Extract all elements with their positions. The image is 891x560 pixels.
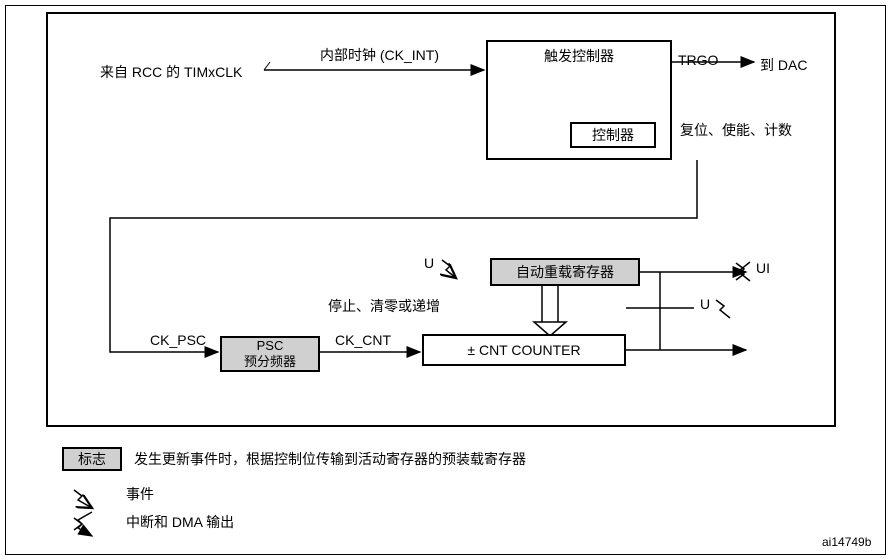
cnt-box: ± CNT COUNTER [422, 334, 626, 366]
legend-flag-box: 标志 [62, 447, 122, 471]
trgo-label: TRGO [678, 52, 718, 68]
clk-src-label: 来自 RCC 的 TIMxCLK [100, 62, 242, 82]
legend-line2: 事件 [126, 484, 154, 504]
psc-label: PSC 预分频器 [244, 338, 296, 369]
psc-box: PSC 预分频器 [220, 336, 320, 372]
u1-label: U [424, 255, 434, 271]
trigger-controller-label: 触发控制器 [544, 48, 614, 65]
cnt-label: ± CNT COUNTER [467, 342, 580, 359]
reset-enable-label: 复位、使能、计数 [680, 120, 792, 140]
controller-label: 控制器 [592, 127, 634, 144]
ck-psc-label: CK_PSC [150, 332, 206, 348]
auto-reload-label: 自动重载寄存器 [516, 264, 614, 281]
auto-reload-box: 自动重载寄存器 [490, 258, 640, 286]
legend-line3: 中断和 DMA 输出 [126, 512, 234, 532]
ck-cnt-label: CK_CNT [335, 332, 391, 348]
diagram-canvas: 触发控制器 控制器 自动重载寄存器 PSC 预分频器 ± CNT COUNTER… [0, 0, 891, 560]
legend-flag-label: 标志 [78, 451, 106, 468]
ck-int-label: 内部时钟 (CK_INT) [320, 45, 439, 65]
controller-box: 控制器 [570, 122, 656, 148]
stop-clear-label: 停止、清零或递增 [328, 296, 440, 316]
ui-label: UI [756, 260, 770, 276]
to-dac-label: 到 DAC [760, 55, 807, 75]
u2-label: U [700, 296, 710, 312]
figure-id-label: ai14749b [822, 535, 871, 549]
legend-line1: 发生更新事件时，根据控制位传输到活动寄存器的预装载寄存器 [134, 449, 526, 469]
